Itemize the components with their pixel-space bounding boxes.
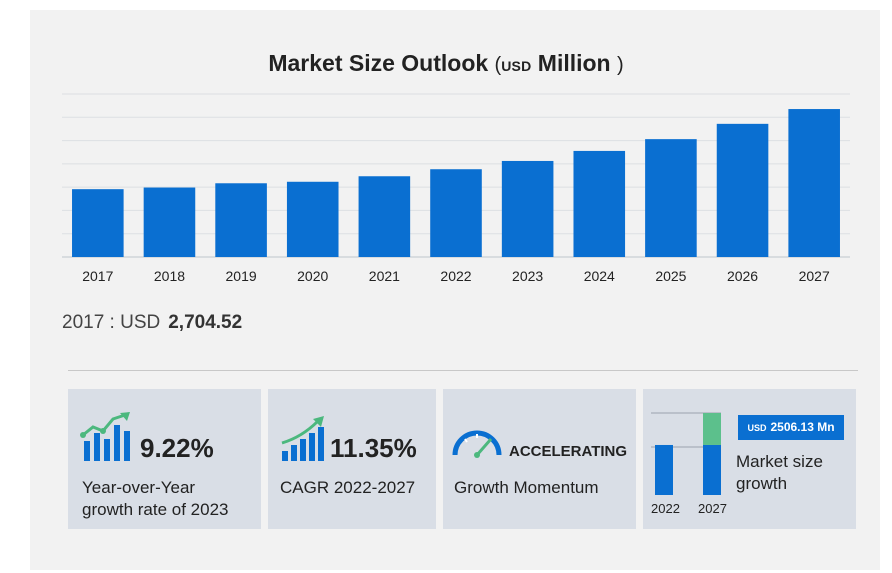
bar-2025: [645, 139, 697, 257]
growth-momentum-card: ACCELERATING Growth Momentum: [443, 389, 636, 529]
x-tick-2022: 2022: [440, 268, 471, 284]
size-desc-line1: Market size: [736, 452, 823, 471]
bar-2024: [573, 150, 626, 257]
cagr-desc: CAGR 2022-2027: [280, 478, 416, 497]
bar-chart: 2017 2018 2019 2020 2021 2022 2023 2024 2025 2026…: [62, 93, 850, 284]
bar-2021: [358, 176, 411, 257]
cagr-value: 11.35%: [330, 433, 417, 463]
yoy-desc-line1: Year-over-Year: [82, 478, 196, 497]
x-tick-2019: 2019: [226, 268, 257, 284]
yoy-growth-card: 9.22% Year-over-Year growth rate of 2023: [68, 389, 261, 529]
mini-bar-2027-growth: [703, 413, 721, 445]
bar-2026: [716, 123, 769, 257]
x-tick-2017: 2017: [82, 268, 113, 284]
mini-bar-2022: [655, 444, 673, 495]
x-tick-2018: 2018: [154, 268, 185, 284]
bar-2017: [72, 189, 124, 257]
bar-2020: [286, 181, 339, 257]
growth-value-badge: USD 2506.13 Mn: [738, 415, 844, 440]
bar-2022: [430, 169, 482, 257]
bar-2027: [788, 109, 840, 258]
speedometer-icon: [452, 430, 502, 458]
yoy-value: 9.22%: [140, 433, 214, 463]
bar-2019: [215, 183, 267, 257]
base-year-value: 2017 : USD 2,704.52: [62, 312, 243, 333]
divider: [68, 370, 858, 371]
cagr-card: 11.35% CAGR 2022-2027: [268, 389, 436, 529]
rising-bars-icon: [281, 416, 324, 461]
x-tick-2021: 2021: [369, 268, 400, 284]
bar-2023: [501, 160, 554, 257]
bar-2018: [143, 187, 196, 257]
size-desc-line2: growth: [736, 474, 788, 493]
mini-year-end: 2027: [698, 501, 727, 516]
x-tick-2024: 2024: [584, 268, 615, 284]
momentum-value: ACCELERATING: [509, 443, 628, 460]
x-tick-2026: 2026: [727, 268, 758, 284]
market-size-growth-card: 2022 2027 USD 2506.13 Mn Market size grow…: [643, 389, 856, 529]
mini-year-start: 2022: [651, 501, 680, 516]
growth-chart-icon: [80, 412, 130, 461]
mini-growth-chart: [651, 412, 721, 495]
x-tick-2020: 2020: [297, 268, 328, 284]
momentum-desc: Growth Momentum: [454, 478, 599, 497]
chart-title: Market Size Outlook (USD Million ): [268, 50, 624, 76]
mini-bar-2027-base: [703, 444, 721, 495]
yoy-desc-line2: growth rate of 2023: [82, 500, 229, 519]
x-tick-2027: 2027: [799, 268, 830, 284]
x-tick-2025: 2025: [655, 268, 686, 284]
x-tick-2023: 2023: [512, 268, 543, 284]
